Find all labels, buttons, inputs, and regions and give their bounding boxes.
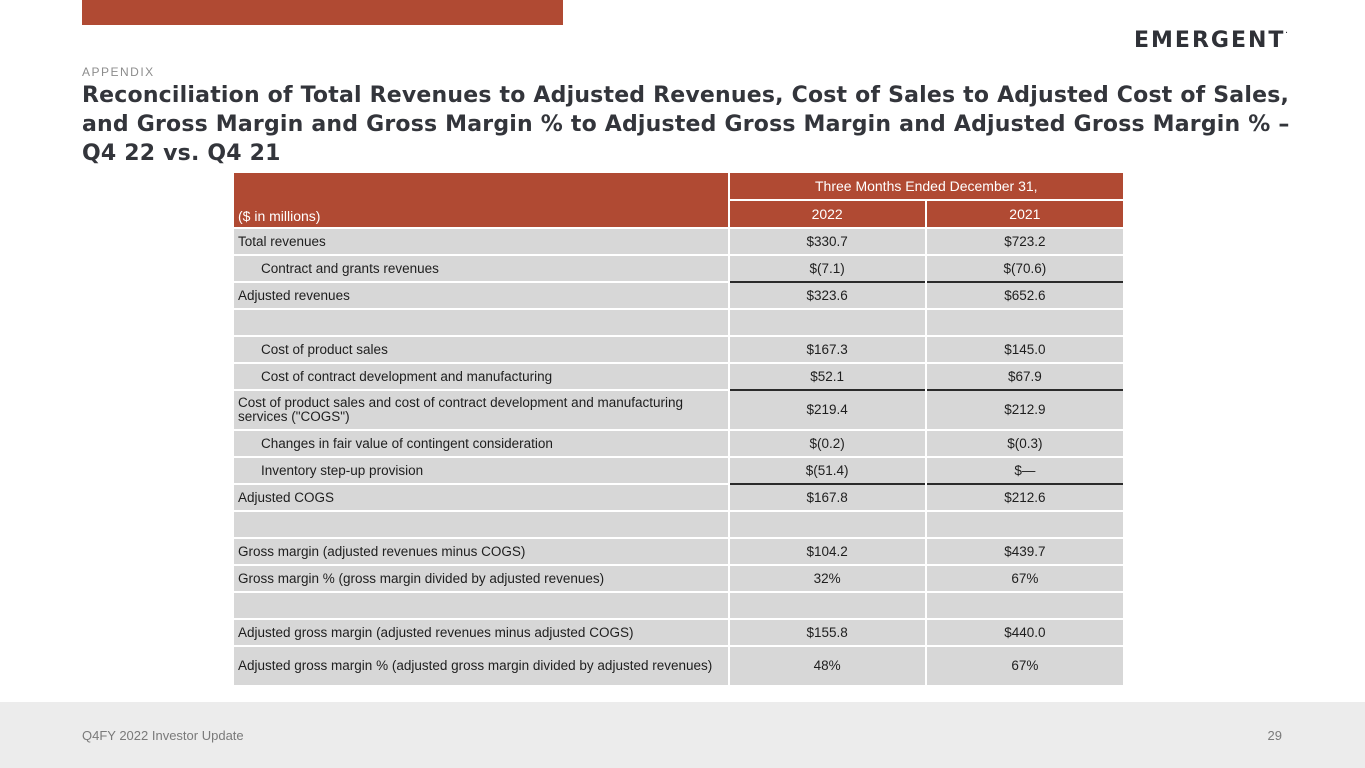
- row-label: Adjusted gross margin (adjusted revenues…: [234, 618, 729, 646]
- value-2021: $723.2: [924, 227, 1123, 255]
- value-2022: 48%: [727, 645, 926, 685]
- year-header-2021: 2021: [924, 200, 1123, 228]
- value-2021: $(0.3): [924, 429, 1123, 457]
- value-2021: $440.0: [924, 618, 1123, 646]
- row-label: Adjusted gross margin % (adjusted gross …: [234, 645, 729, 685]
- table-header-row-years: 2022 2021: [234, 200, 1123, 228]
- row-label: Adjusted COGS: [234, 483, 729, 511]
- table-row: Contract and grants revenues $(7.1) $(70…: [234, 254, 1123, 282]
- value-2021: 67%: [924, 645, 1123, 685]
- value-2021: $—: [924, 456, 1123, 484]
- value-2022: $219.4: [727, 389, 926, 430]
- row-label: Cost of contract development and manufac…: [234, 362, 729, 390]
- value-2021: $212.9: [924, 389, 1123, 430]
- row-label: Changes in fair value of contingent cons…: [234, 429, 729, 457]
- row-label: [234, 591, 729, 619]
- row-label: Gross margin (adjusted revenues minus CO…: [234, 537, 729, 565]
- value-2022: [727, 510, 926, 538]
- units-label: ($ in millions): [234, 173, 729, 228]
- logo-mark: .: [1285, 28, 1288, 35]
- value-2021: $212.6: [924, 483, 1123, 511]
- row-label: [234, 510, 729, 538]
- value-2021: $652.6: [924, 281, 1123, 309]
- value-2022: $167.3: [727, 335, 926, 363]
- value-2022: 32%: [727, 564, 926, 592]
- footer-document-title: Q4FY 2022 Investor Update: [82, 728, 244, 743]
- logo-text: EMERGENT: [1134, 28, 1286, 53]
- row-label: [234, 308, 729, 336]
- page-number: 29: [1267, 728, 1282, 743]
- value-2021: $(70.6): [924, 254, 1123, 282]
- emergent-logo: EMERGENT.: [1134, 28, 1309, 54]
- row-label: Cost of product sales and cost of contra…: [234, 389, 729, 430]
- value-2021: 67%: [924, 564, 1123, 592]
- value-2021: [924, 308, 1123, 336]
- footer: Q4FY 2022 Investor Update 29: [0, 702, 1365, 768]
- table-row: Cost of product sales and cost of contra…: [234, 389, 1123, 430]
- section-label: APPENDIX: [82, 65, 155, 79]
- table-row: Cost of product sales $167.3 $145.0: [234, 335, 1123, 363]
- reconciliation-table: ($ in millions) Three Months Ended Decem…: [234, 173, 1123, 685]
- row-label: Inventory step-up provision: [234, 456, 729, 484]
- row-label: Gross margin % (gross margin divided by …: [234, 564, 729, 592]
- table-row: Gross margin % (gross margin divided by …: [234, 564, 1123, 592]
- table-row: Adjusted COGS $167.8 $212.6: [234, 483, 1123, 511]
- row-label: Adjusted revenues: [234, 281, 729, 309]
- row-label: Cost of product sales: [234, 335, 729, 363]
- year-header-2022: 2022: [727, 200, 926, 228]
- table-row-spacer: [234, 308, 1123, 336]
- table-row: Gross margin (adjusted revenues minus CO…: [234, 537, 1123, 565]
- table-header-row-group: ($ in millions) Three Months Ended Decem…: [234, 173, 1123, 228]
- table-row: Inventory step-up provision $(51.4) $—: [234, 456, 1123, 484]
- top-accent-bar: [82, 0, 563, 25]
- value-2021: [924, 591, 1123, 619]
- value-2022: $52.1: [727, 362, 926, 390]
- row-label: Contract and grants revenues: [234, 254, 729, 282]
- value-2022: $330.7: [727, 227, 926, 255]
- table-row-spacer: [234, 510, 1123, 538]
- row-label: Total revenues: [234, 227, 729, 255]
- value-2022: $323.6: [727, 281, 926, 309]
- value-2022: $(51.4): [727, 456, 926, 484]
- table-row: Adjusted revenues $323.6 $652.6: [234, 281, 1123, 309]
- page-title: Reconciliation of Total Revenues to Adju…: [82, 83, 1290, 166]
- table-row-spacer: [234, 591, 1123, 619]
- value-2022: $(0.2): [727, 429, 926, 457]
- value-2021: $439.7: [924, 537, 1123, 565]
- table-row: Adjusted gross margin % (adjusted gross …: [234, 645, 1123, 685]
- value-2021: $67.9: [924, 362, 1123, 390]
- table-row: Adjusted gross margin (adjusted revenues…: [234, 618, 1123, 646]
- value-2021: [924, 510, 1123, 538]
- table-row: Cost of contract development and manufac…: [234, 362, 1123, 390]
- value-2022: $104.2: [727, 537, 926, 565]
- value-2022: [727, 308, 926, 336]
- value-2021: $145.0: [924, 335, 1123, 363]
- value-2022: $155.8: [727, 618, 926, 646]
- table-row: Changes in fair value of contingent cons…: [234, 429, 1123, 457]
- period-group-header: Three Months Ended December 31,: [727, 173, 1123, 201]
- value-2022: [727, 591, 926, 619]
- value-2022: $167.8: [727, 483, 926, 511]
- table-row: Total revenues $330.7 $723.2: [234, 227, 1123, 255]
- value-2022: $(7.1): [727, 254, 926, 282]
